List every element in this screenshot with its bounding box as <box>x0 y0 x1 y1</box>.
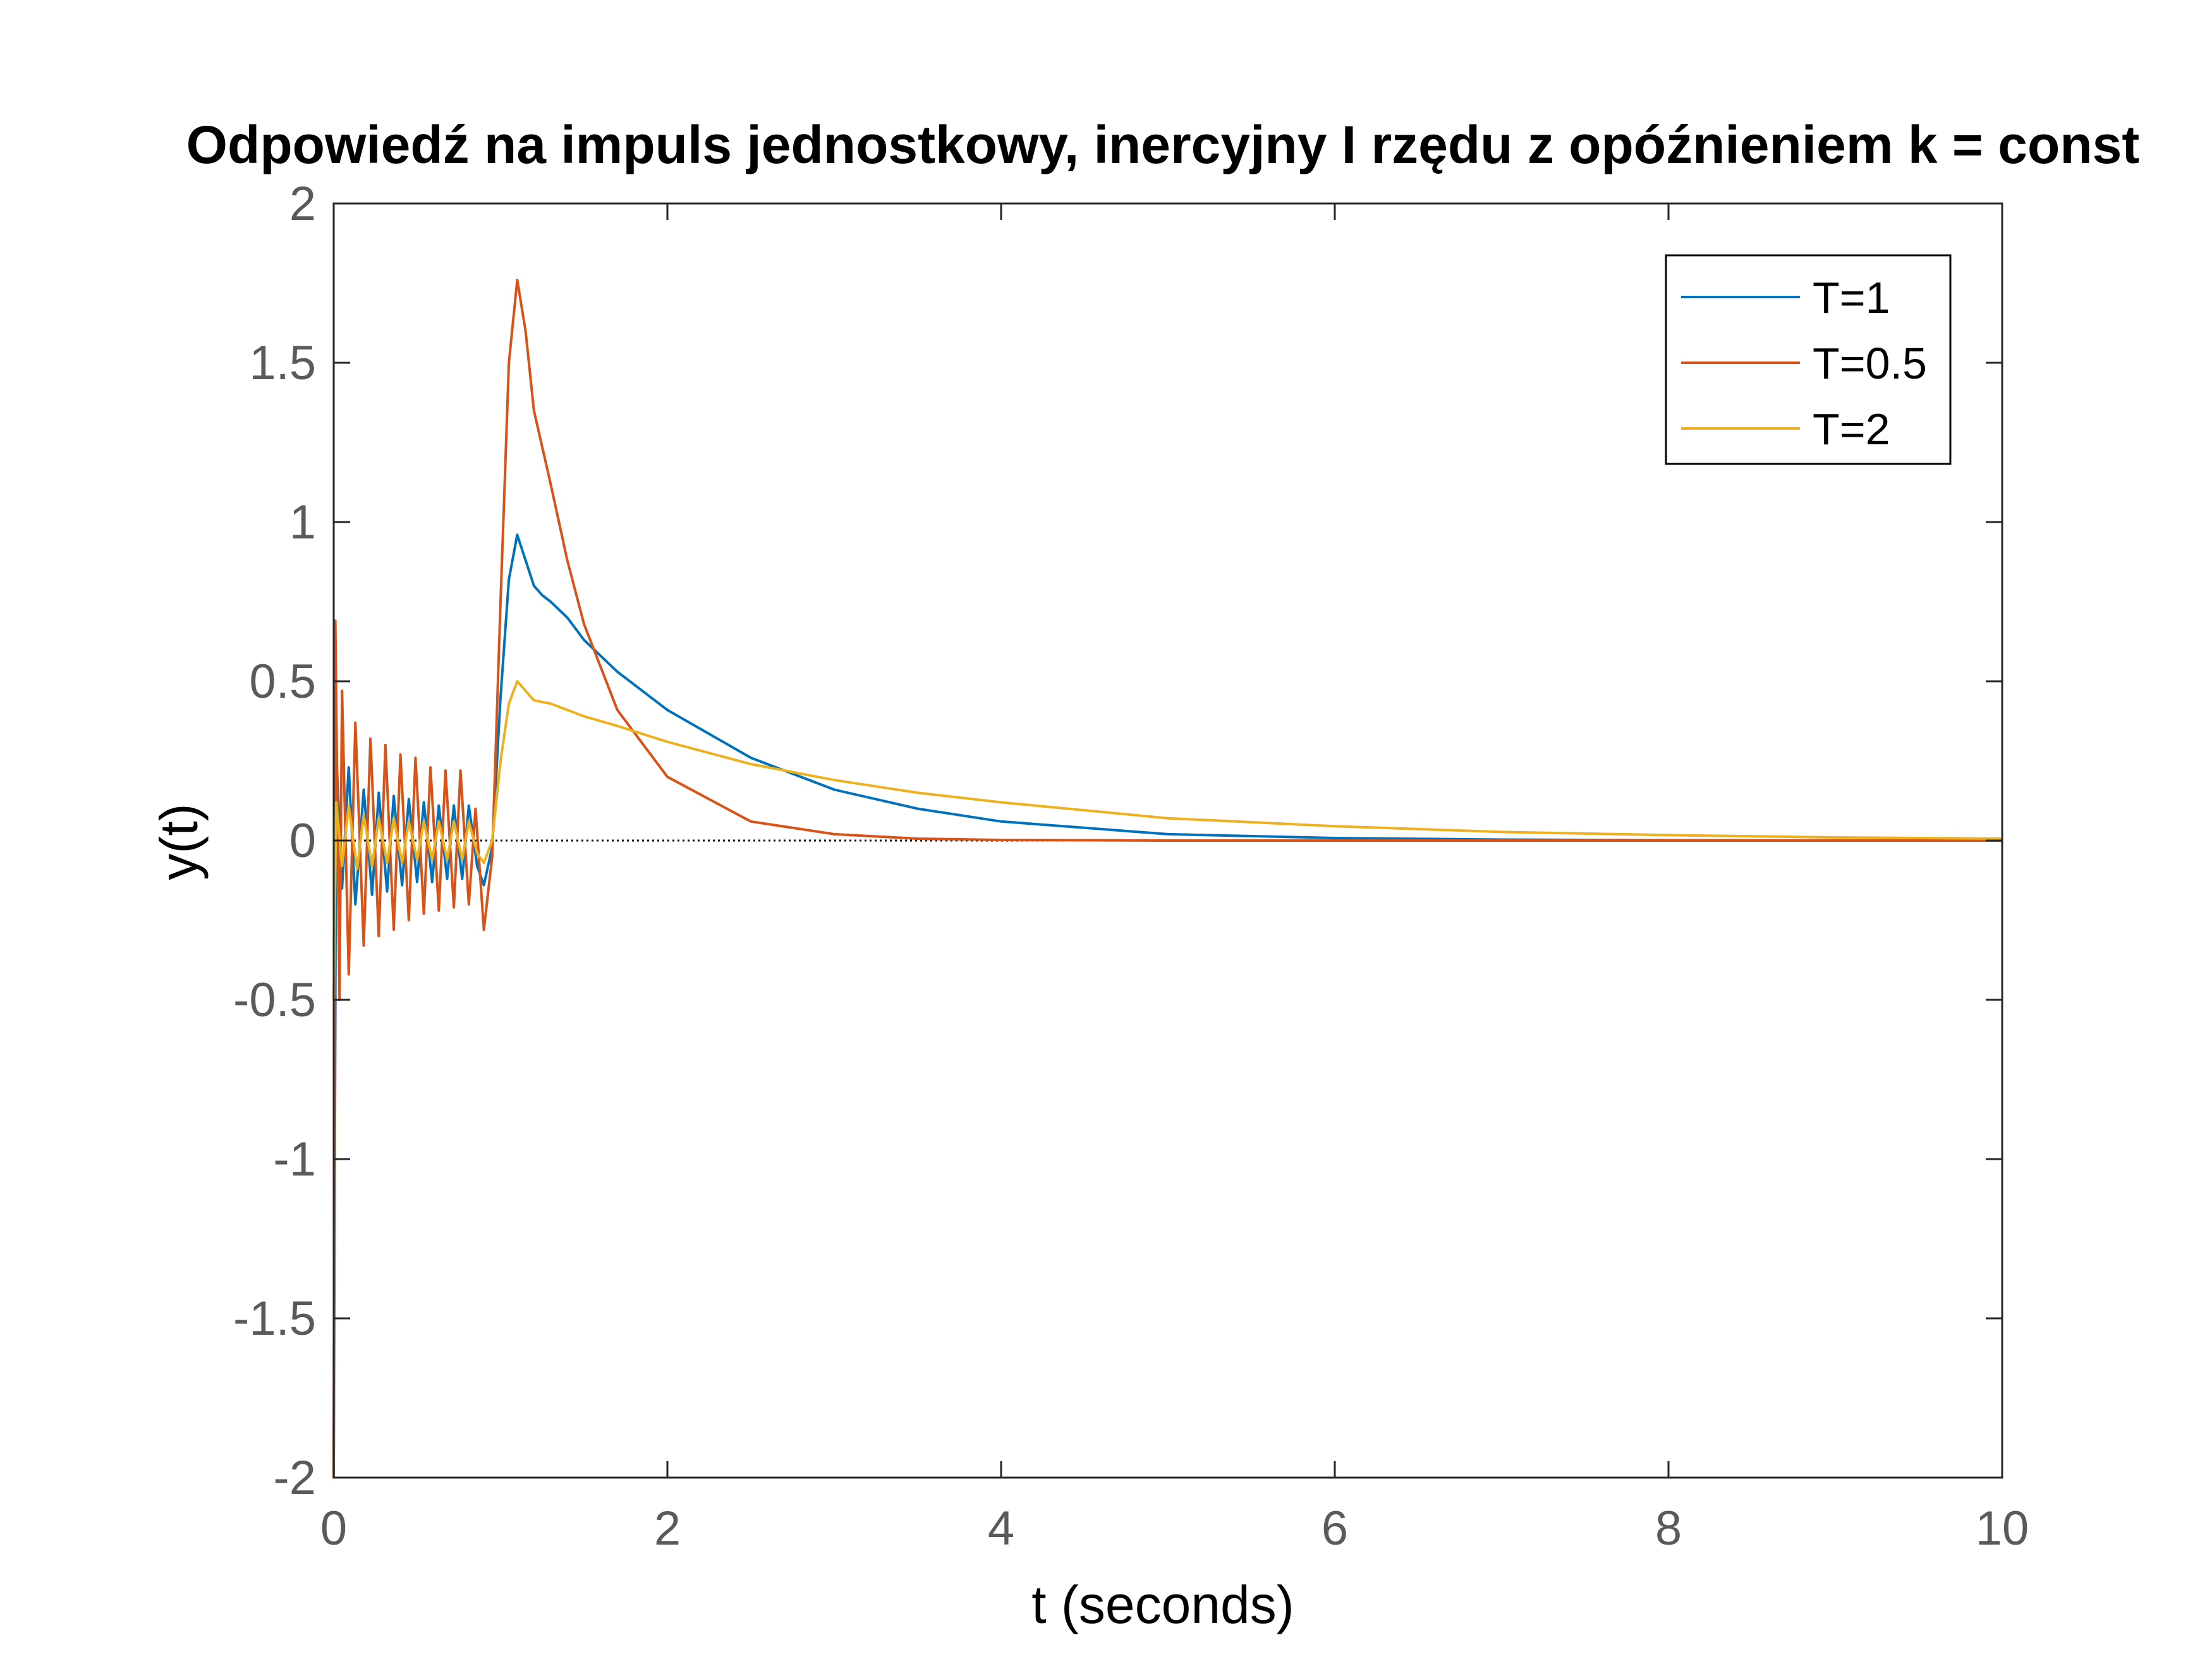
x-tick-label: 10 <box>1976 1502 2029 1555</box>
x-axis-label: t (seconds) <box>1031 1575 1294 1634</box>
legend: T=1 T=0.5 T=2 <box>1665 254 1952 465</box>
legend-label: T=1 <box>1813 273 1890 322</box>
y-tick-label: 0.5 <box>249 655 316 708</box>
series-line-2 <box>332 680 2003 1000</box>
y-tick-label: -2 <box>273 1451 316 1505</box>
series-line-0 <box>332 533 2003 1478</box>
series-layer <box>332 279 2003 1478</box>
legend-label: T=2 <box>1813 404 1890 454</box>
x-tick-label: 8 <box>1655 1502 1682 1555</box>
y-tick-label: 2 <box>289 177 316 231</box>
x-tick-labels: 0 2 4 6 8 10 <box>320 1502 2029 1555</box>
y-tick-label: 0 <box>289 814 316 868</box>
legend-label: T=0.5 <box>1813 339 1927 388</box>
chart-title: Odpowiedź na impuls jednostkowy, inercyj… <box>186 115 2140 174</box>
y-tick-label: 1 <box>289 495 316 549</box>
tick-marks <box>332 202 2003 1479</box>
y-tick-label: -1.5 <box>233 1292 316 1346</box>
x-tick-label: 2 <box>654 1502 681 1555</box>
y-axis-label: y(t) <box>149 803 209 880</box>
y-tick-label: -0.5 <box>233 973 316 1027</box>
legend-entries: T=1 T=0.5 T=2 <box>1681 273 1927 454</box>
x-tick-label: 6 <box>1322 1502 1348 1555</box>
x-tick-label: 0 <box>320 1502 347 1555</box>
y-tick-label: 1.5 <box>249 336 316 390</box>
y-tick-labels: -2 -1.5 -1 -0.5 0 0.5 1 1.5 2 <box>233 177 316 1505</box>
x-tick-label: 4 <box>988 1502 1014 1555</box>
y-tick-label: -1 <box>273 1133 316 1186</box>
